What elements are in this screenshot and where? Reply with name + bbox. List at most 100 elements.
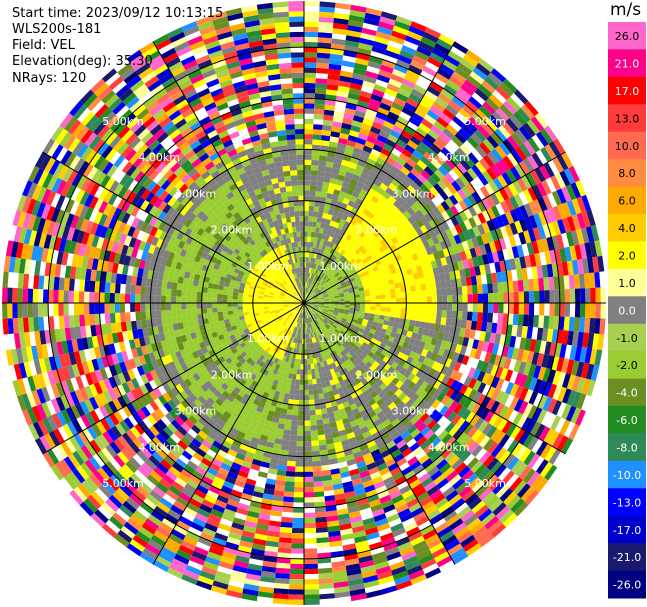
velocity-gate [309,399,315,406]
velocity-gate [510,93,525,108]
velocity-gate [501,121,515,136]
velocity-gate [368,153,379,162]
velocity-gate [600,303,606,319]
velocity-gate [395,92,409,103]
velocity-gate [323,114,334,121]
velocity-gate [391,272,398,280]
velocity-gate [314,274,318,281]
velocity-gate [390,307,396,313]
velocity-gate [338,292,345,296]
velocity-gate [319,299,325,302]
velocity-gate [401,269,408,277]
velocity-gate [381,276,389,282]
velocity-gate [513,233,522,246]
velocity-gate [403,175,414,186]
velocity-gate [304,302,310,303]
velocity-gate [551,263,559,277]
velocity-gate [352,272,359,278]
velocity-gate [325,161,334,168]
velocity-gate [358,245,365,252]
velocity-gate [410,181,420,191]
velocity-gate [333,270,339,276]
velocity-gate [326,246,332,253]
velocity-gate [492,312,499,324]
velocity-gate [528,314,534,328]
velocity-gate [339,132,349,140]
velocity-gate [461,240,470,251]
velocity-gate [574,244,583,260]
velocity-gate [409,319,416,327]
velocity-gate [523,203,534,217]
velocity-gate [508,292,514,303]
velocity-gate [339,306,345,310]
velocity-gate [347,200,356,208]
velocity-gate [338,261,344,267]
velocity-gate [359,264,367,270]
velocity-gate [339,300,345,303]
velocity-gate [451,135,464,148]
velocity-gate [327,225,334,232]
velocity-gate [495,215,505,228]
velocity-gate [322,262,327,268]
velocity-gate [295,461,304,467]
velocity-gate [444,238,453,248]
velocity-gate [366,135,377,144]
velocity-gate [498,124,511,139]
velocity-gate [341,159,350,167]
velocity-gate [394,187,404,197]
velocity-gate [516,177,528,192]
velocity-gate [304,159,312,165]
velocity-gate [394,208,403,218]
velocity-gate [376,157,386,166]
velocity-gate [436,135,448,147]
velocity-gate [437,165,449,177]
velocity-gate [482,293,489,303]
velocity-gate [304,369,308,375]
velocity-gate [571,230,580,246]
velocity-gate [359,254,367,261]
velocity-gate [592,256,600,273]
velocity-gate [447,295,453,303]
velocity-gate [375,111,388,121]
velocity-gate [354,62,368,71]
velocity-gate [361,241,369,249]
velocity-gate [466,238,475,250]
velocity-gate [369,310,376,315]
velocity-gate [304,1,320,7]
velocity-gate [355,164,365,173]
velocity-gate [343,245,350,252]
velocity-gate [432,216,442,227]
velocity-gate [355,257,362,264]
velocity-gate [421,290,427,297]
velocity-gate [314,196,321,202]
velocity-gate [349,82,363,91]
velocity-gate [334,304,340,307]
velocity-gate [589,241,598,258]
velocity-gate [331,38,346,46]
velocity-gate [360,303,366,307]
velocity-gate [383,120,395,130]
velocity-gate [501,271,508,283]
velocity-gate [491,251,500,263]
velocity-gate [470,275,478,286]
velocity-gate [408,93,422,104]
velocity-gate [337,142,347,150]
velocity-gate [316,283,322,288]
velocity-gate [443,187,454,198]
velocity-gate [379,311,386,316]
velocity-gate [279,527,293,533]
velocity-gate [376,74,391,84]
velocity-gate [358,224,366,232]
velocity-gate [427,176,438,187]
velocity-gate [380,11,398,21]
velocity-gate [415,227,424,237]
velocity-gate [304,400,310,406]
velocity-gate [430,316,437,324]
velocity-gate [436,203,446,214]
velocity-gate [329,274,335,279]
velocity-gate [393,143,405,153]
velocity-gate [408,247,417,256]
velocity-gate [331,194,339,201]
velocity-gate [315,527,329,533]
velocity-gate [379,290,386,295]
